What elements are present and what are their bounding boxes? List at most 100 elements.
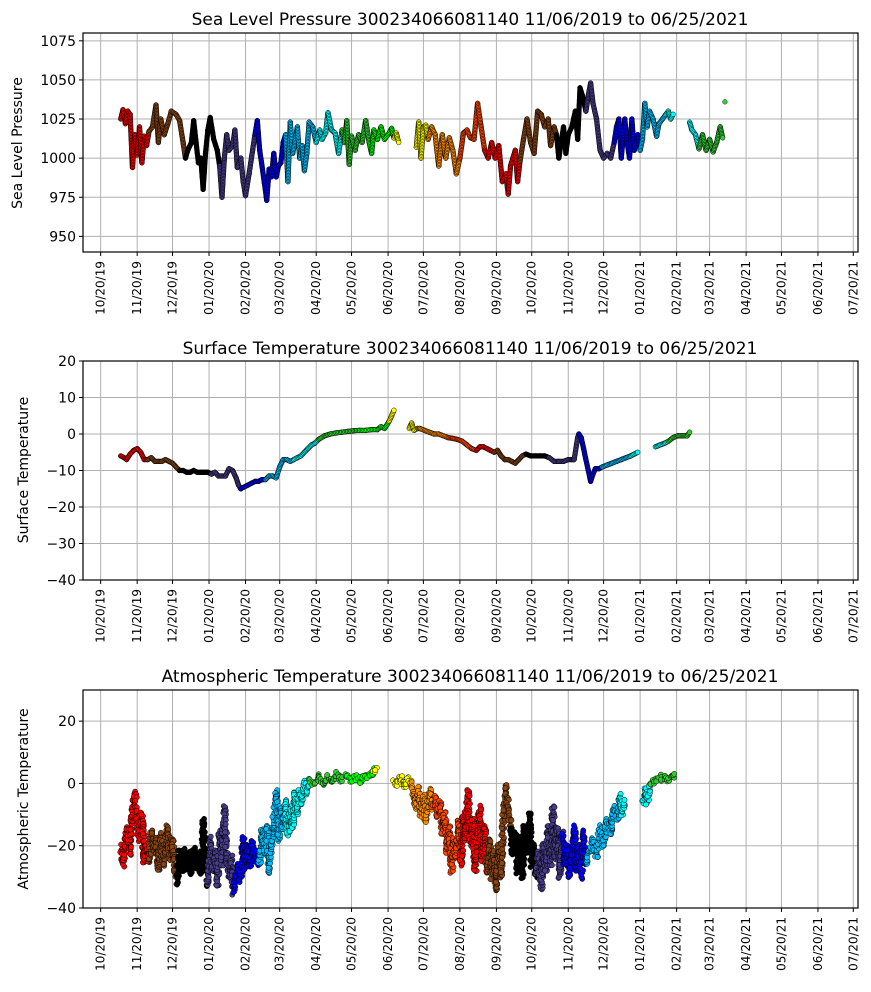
x-tick-label: 06/20/20 [381,261,395,315]
series-segment [611,116,643,161]
x-tick-label: 11/20/20 [561,589,575,643]
series-segment [252,117,289,204]
data-point [138,811,145,818]
y-tick-label: 20 [58,354,76,370]
x-tick-label: 04/20/20 [309,589,323,643]
x-tick-label: 07/20/20 [416,261,430,315]
chart-title: Atmospheric Temperature 300234066081140 … [162,667,779,687]
x-tick-label: 04/20/20 [309,261,323,315]
x-tick-label: 11/20/20 [561,261,575,315]
y-tick-label: 975 [49,190,76,206]
y-axis-label: Atmospheric Temperature [16,708,32,889]
y-tick-label: −40 [46,573,76,589]
x-tick-label: 06/20/21 [811,261,825,315]
chart-title: Sea Level Pressure 300234066081140 11/06… [192,10,749,30]
series-segment [313,110,345,157]
data-point [200,839,207,846]
x-tick-label: 10/20/19 [94,589,108,643]
y-tick-label: 1000 [40,151,76,167]
data-series [118,80,728,204]
data-point [127,851,134,857]
series-segment [425,124,463,177]
data-point [205,874,212,881]
series-segment [546,431,582,465]
series-segment [491,447,529,466]
series-segment [517,108,560,164]
series-segment [696,124,726,155]
data-point [222,829,229,836]
sea-level-pressure-panel: Sea Level Pressure 300234066081140 11/06… [10,10,860,315]
x-tick-label: 03/20/21 [703,589,717,643]
x-tick-label: 10/20/20 [525,589,539,643]
x-tick-label: 06/20/21 [811,589,825,643]
x-tick-label: 03/20/20 [273,589,287,643]
outlier-point [722,99,728,105]
y-tick-label: −20 [46,500,76,516]
x-tick-label: 10/20/19 [94,261,108,315]
x-tick-label: 11/20/19 [130,261,144,315]
y-tick-label: 950 [49,229,76,245]
data-point [222,844,229,850]
chart-title: Surface Temperature 300234066081140 11/0… [183,339,758,359]
series-segment [176,467,215,477]
data-point [686,429,693,435]
data-point [396,139,402,146]
series-segment [282,775,312,839]
x-tick-label: 12/20/20 [597,589,611,643]
data-point [127,826,134,833]
data-point [160,861,167,868]
x-tick-label: 07/20/21 [846,589,860,643]
series-segment [357,418,392,434]
series-segment [118,107,152,171]
data-point [121,851,128,858]
x-tick-label: 09/20/20 [489,589,503,643]
data-point [670,111,676,117]
x-tick-label: 03/20/20 [273,261,287,315]
data-series [118,407,693,492]
data-series [117,764,678,898]
series-segment [216,127,258,200]
x-tick-label: 01/20/21 [633,261,647,315]
x-tick-label: 04/20/21 [739,261,753,315]
x-tick-label: 10/20/20 [525,261,539,315]
series-segment [315,427,363,443]
series-segment [576,431,606,485]
y-tick-label: 10 [58,391,76,407]
x-tick-label: 05/20/20 [345,261,359,315]
x-tick-label: 02/20/20 [239,261,253,315]
x-tick-label: 07/20/21 [846,261,860,315]
x-tick-label: 03/20/21 [703,261,717,315]
y-axis-label: Surface Temperature [16,397,32,543]
x-tick-label: 08/20/20 [453,589,467,643]
series-segment [553,85,589,161]
x-tick-label: 12/20/19 [166,589,180,643]
series-segment [583,80,617,161]
x-tick-label: 01/20/20 [202,589,216,643]
y-tick-label: 0 [67,427,76,443]
x-tick-label: 01/20/20 [202,261,216,315]
surface-temperature-panel: Surface Temperature 300234066081140 11/0… [16,339,860,643]
series-segment [366,124,397,157]
x-tick-label: 06/20/20 [381,589,395,643]
y-tick-label: 1075 [40,34,76,50]
series-segment [665,429,693,444]
x-tick-label: 05/20/20 [345,589,359,643]
x-tick-label: 01/20/21 [633,589,647,643]
x-tick-label: 11/20/19 [130,589,144,643]
series-segment [182,114,223,193]
data-point [207,833,214,840]
data-point [635,449,641,455]
x-tick-label: 02/20/21 [670,261,684,315]
y-tick-label: 1050 [40,73,76,89]
series-segment [146,102,189,161]
axes-frame [82,32,859,253]
y-tick-label: −30 [46,537,76,553]
y-axis-label: Sea Level Pressure [10,77,26,209]
x-tick-label: 04/20/21 [739,589,753,643]
data-point [218,854,225,861]
x-tick-label: 05/20/21 [774,261,788,315]
series-segment [628,449,641,459]
x-tick-label: 02/20/20 [239,589,253,643]
series-segment [282,119,319,185]
